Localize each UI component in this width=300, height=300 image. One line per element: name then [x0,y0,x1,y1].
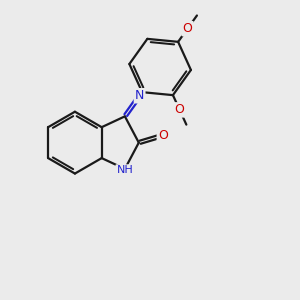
Text: O: O [158,129,168,142]
Text: N: N [135,89,144,102]
Text: O: O [175,103,184,116]
Text: O: O [183,22,193,35]
Text: NH: NH [116,165,133,176]
